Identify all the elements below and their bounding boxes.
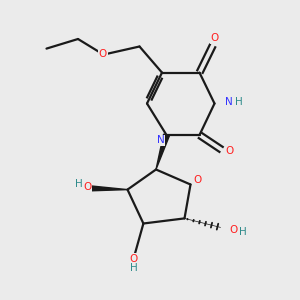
Text: O: O: [210, 33, 219, 43]
Text: H: H: [235, 97, 243, 107]
Text: H: H: [130, 263, 137, 273]
Text: O: O: [83, 182, 91, 192]
Text: O: O: [225, 146, 234, 157]
Text: O: O: [129, 254, 138, 264]
Polygon shape: [92, 186, 128, 191]
Text: H: H: [239, 227, 247, 237]
Text: H: H: [75, 179, 83, 189]
Text: N: N: [157, 135, 164, 146]
Text: O: O: [230, 225, 238, 235]
Polygon shape: [156, 134, 169, 169]
Text: N: N: [225, 97, 233, 107]
Text: O: O: [194, 175, 202, 185]
Text: O: O: [99, 49, 107, 59]
